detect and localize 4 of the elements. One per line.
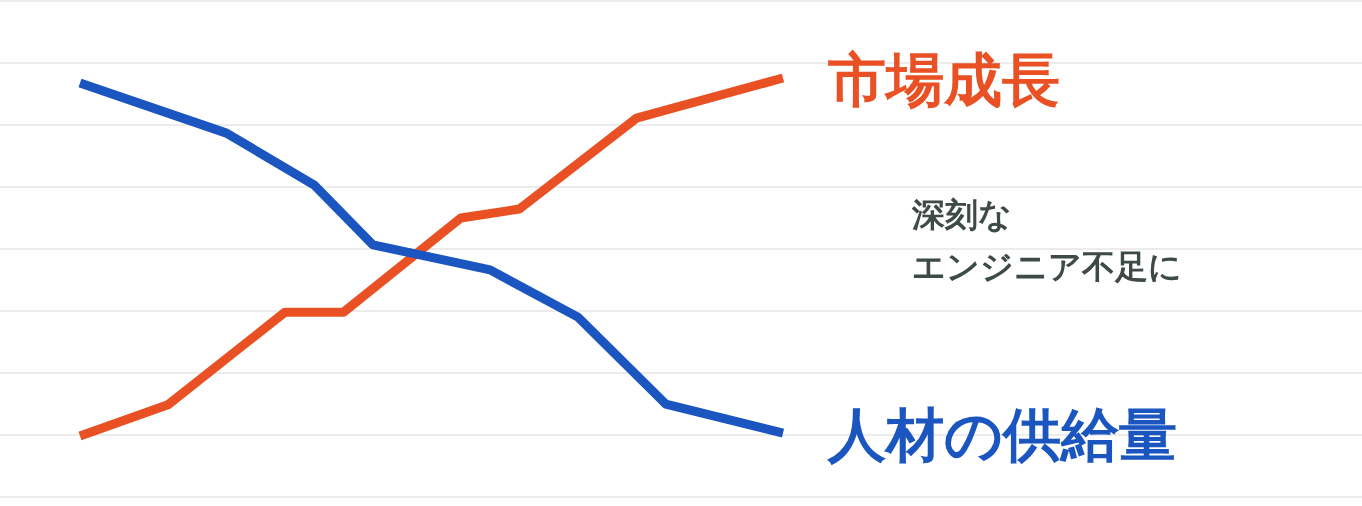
series-label: 市場成長: [827, 46, 1060, 114]
text: 深刻な: [911, 195, 1012, 234]
text: エンジニア不足に: [912, 247, 1182, 286]
series-label: 人材の供給量: [827, 401, 1177, 470]
